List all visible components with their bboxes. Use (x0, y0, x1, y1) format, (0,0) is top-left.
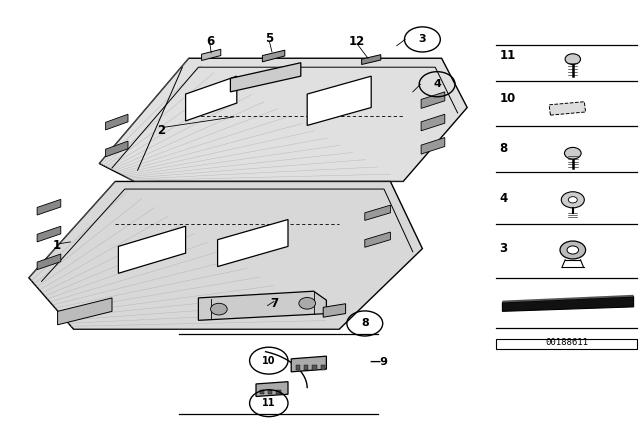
Polygon shape (37, 254, 61, 270)
Text: 6: 6 (206, 34, 214, 48)
Polygon shape (29, 181, 422, 329)
Text: —9: —9 (369, 357, 388, 366)
Circle shape (560, 241, 586, 259)
Polygon shape (502, 297, 634, 311)
Bar (312, 365, 317, 370)
Text: 10: 10 (262, 356, 276, 366)
Polygon shape (307, 76, 371, 125)
Text: 8: 8 (361, 319, 369, 328)
Circle shape (568, 197, 577, 203)
Text: 12: 12 (349, 34, 365, 48)
Bar (296, 365, 300, 370)
Polygon shape (106, 114, 128, 130)
Polygon shape (362, 55, 381, 65)
Bar (321, 365, 325, 370)
Circle shape (561, 192, 584, 208)
Polygon shape (106, 141, 128, 157)
Polygon shape (323, 304, 346, 317)
Polygon shape (365, 205, 390, 220)
Polygon shape (230, 63, 301, 92)
Text: 11: 11 (262, 398, 276, 408)
Text: 3: 3 (499, 242, 508, 255)
Polygon shape (37, 199, 61, 215)
Polygon shape (198, 291, 326, 320)
Polygon shape (421, 114, 445, 131)
Polygon shape (421, 138, 445, 154)
Bar (268, 390, 272, 394)
Bar (276, 390, 281, 394)
Text: 4: 4 (433, 79, 441, 89)
Polygon shape (549, 102, 586, 115)
Polygon shape (291, 356, 326, 372)
Circle shape (565, 54, 580, 65)
Polygon shape (118, 226, 186, 273)
Bar (304, 365, 308, 370)
Polygon shape (502, 295, 634, 302)
Polygon shape (37, 226, 61, 242)
Polygon shape (186, 76, 237, 121)
Polygon shape (256, 382, 288, 396)
Text: 4: 4 (499, 191, 508, 205)
Circle shape (299, 297, 316, 309)
Polygon shape (262, 50, 285, 62)
Text: 2: 2 (157, 124, 165, 138)
Polygon shape (202, 49, 221, 60)
Text: 10: 10 (499, 92, 515, 105)
Text: 1: 1 (52, 239, 60, 252)
Text: 7: 7 (270, 297, 278, 310)
Text: 5: 5 (266, 32, 273, 46)
Polygon shape (99, 58, 467, 181)
Polygon shape (421, 92, 445, 108)
Bar (260, 390, 264, 394)
Circle shape (211, 303, 227, 315)
Bar (496, 339, 637, 349)
Polygon shape (218, 220, 288, 267)
Polygon shape (365, 232, 390, 247)
Text: 00188611: 00188611 (545, 338, 588, 347)
Circle shape (564, 147, 581, 159)
Text: 8: 8 (499, 142, 508, 155)
Text: 11: 11 (499, 48, 515, 62)
Circle shape (567, 246, 579, 254)
Polygon shape (58, 298, 112, 325)
Text: 3: 3 (419, 34, 426, 44)
